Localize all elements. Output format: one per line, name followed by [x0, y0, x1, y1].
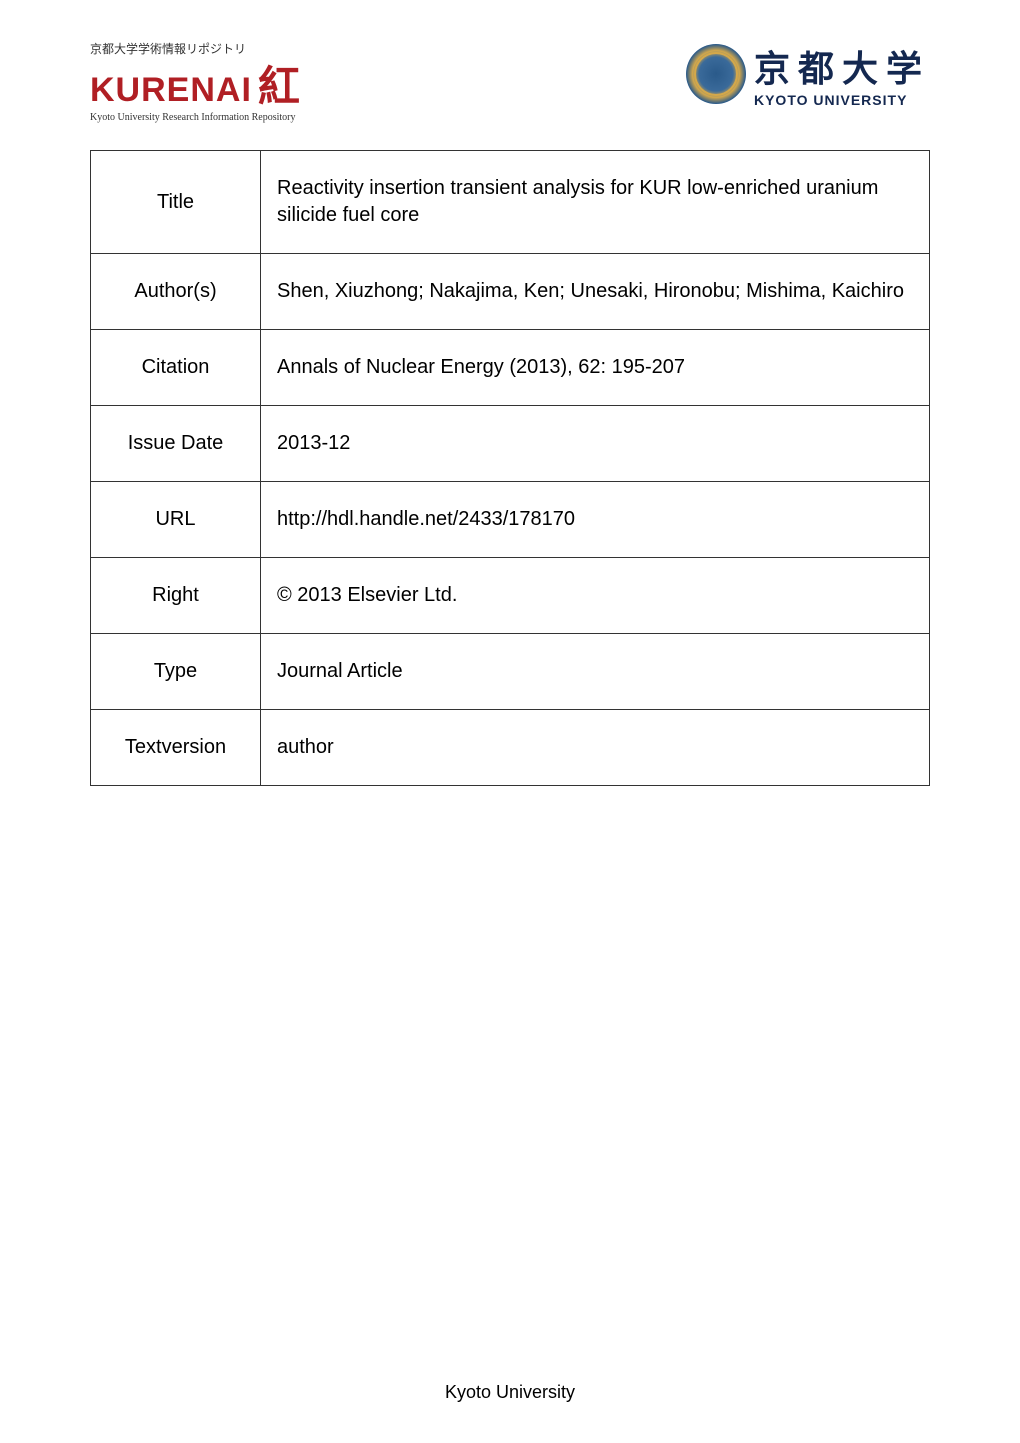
kurenai-subtitle: Kyoto University Research Information Re… [90, 112, 300, 123]
label-textversion: Textversion [91, 710, 261, 786]
kyoto-university-logo-block: 京都大学 KYOTO UNIVERSITY [686, 40, 930, 108]
label-author: Author(s) [91, 254, 261, 330]
university-name-block: 京都大学 KYOTO UNIVERSITY [754, 40, 930, 108]
university-name-en: KYOTO UNIVERSITY [754, 92, 930, 108]
university-seal-icon [686, 44, 746, 104]
table-row: Citation Annals of Nuclear Energy (2013)… [91, 330, 930, 406]
label-issue-date: Issue Date [91, 406, 261, 482]
table-row: Type Journal Article [91, 634, 930, 710]
metadata-table: Title Reactivity insertion transient ana… [90, 150, 930, 786]
footer-text: Kyoto University [0, 1382, 1020, 1403]
table-row: URL http://hdl.handle.net/2433/178170 [91, 482, 930, 558]
label-title: Title [91, 151, 261, 254]
value-citation: Annals of Nuclear Energy (2013), 62: 195… [261, 330, 930, 406]
header: 京都大学学術情報リポジトリ KURENAI 紅 Kyoto University… [90, 40, 930, 130]
kurenai-wordmark: KURENAI 紅 [90, 53, 300, 114]
university-name-jp: 京都大学 [754, 40, 930, 92]
label-right: Right [91, 558, 261, 634]
table-row: Textversion author [91, 710, 930, 786]
table-row: Right © 2013 Elsevier Ltd. [91, 558, 930, 634]
label-type: Type [91, 634, 261, 710]
value-url: http://hdl.handle.net/2433/178170 [261, 482, 930, 558]
value-title: Reactivity insertion transient analysis … [261, 151, 930, 254]
metadata-table-body: Title Reactivity insertion transient ana… [91, 151, 930, 786]
value-author: Shen, Xiuzhong; Nakajima, Ken; Unesaki, … [261, 254, 930, 330]
value-issue-date: 2013-12 [261, 406, 930, 482]
page: 京都大学学術情報リポジトリ KURENAI 紅 Kyoto University… [0, 0, 1020, 1443]
label-url: URL [91, 482, 261, 558]
value-textversion: author [261, 710, 930, 786]
table-row: Issue Date 2013-12 [91, 406, 930, 482]
kurenai-text: KURENAI [90, 71, 252, 110]
label-citation: Citation [91, 330, 261, 406]
value-right: © 2013 Elsevier Ltd. [261, 558, 930, 634]
kurenai-kanji: 紅 [258, 53, 300, 114]
value-type: Journal Article [261, 634, 930, 710]
table-row: Author(s) Shen, Xiuzhong; Nakajima, Ken;… [91, 254, 930, 330]
kurenai-logo-block: 京都大学学術情報リポジトリ KURENAI 紅 Kyoto University… [90, 40, 300, 123]
table-row: Title Reactivity insertion transient ana… [91, 151, 930, 254]
